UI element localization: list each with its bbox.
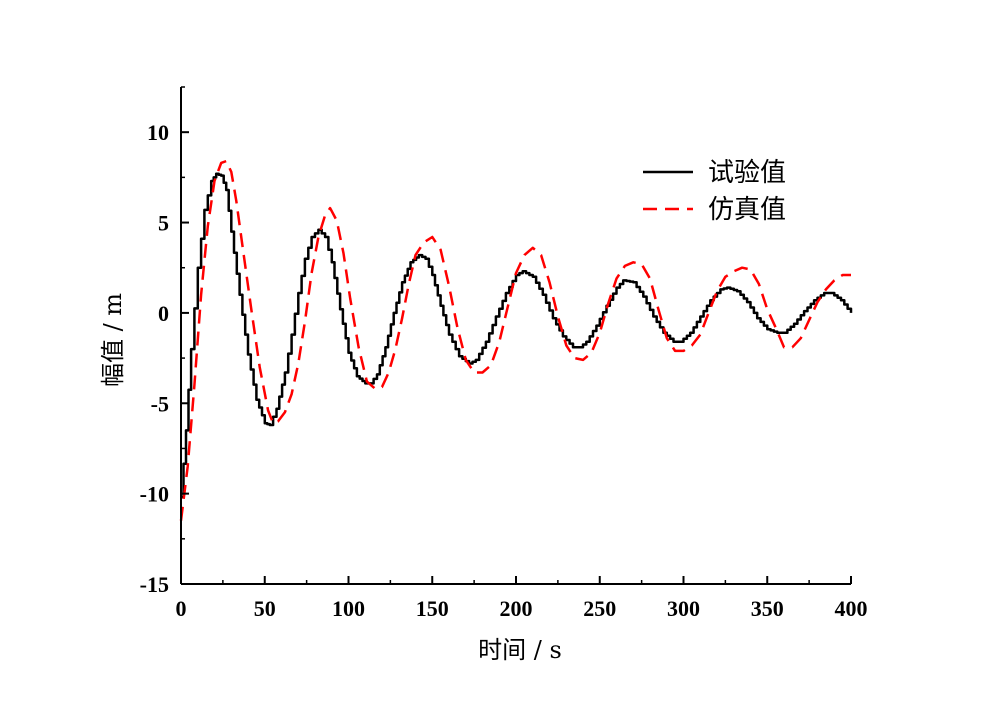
series-layer [179,159,853,521]
y-tick-label: 10 [147,120,169,145]
legend-label-1: 试验值 [708,158,786,188]
x-tick-label: 400 [835,596,868,621]
series-line-2 [179,159,851,521]
legend-label-2: 仿真值 [708,195,786,225]
y-ticks: -15 -10 -5 0 5 10 [140,86,189,597]
x-tick-label: 0 [176,596,187,621]
y-tick-label: 0 [158,301,169,326]
legend-item-2: 仿真值 [643,195,786,225]
y-tick-label: -10 [140,482,169,507]
y-tick-label: 5 [158,211,169,236]
y-tick-label: -15 [140,572,169,597]
series-line-1 [181,172,853,499]
plot-area: 0 50 100 150 200 250 300 350 400 -15 -10 -5 0 5 10 [140,86,868,621]
legend: 试验值 仿真值 [643,158,786,225]
x-tick-label: 100 [332,596,365,621]
x-axis-title: 时间 / s [478,636,562,664]
x-tick-label: 300 [667,596,700,621]
legend-item-1: 试验值 [643,158,786,188]
x-tick-label: 150 [416,596,449,621]
x-tick-label: 250 [583,596,616,621]
y-tick-label: -5 [151,391,169,416]
x-tick-label: 50 [254,596,276,621]
x-ticks: 0 50 100 150 200 250 300 350 400 [176,576,868,621]
y-axis-title: 幅值 / m [99,293,127,387]
x-tick-label: 200 [500,596,533,621]
x-tick-label: 350 [751,596,784,621]
